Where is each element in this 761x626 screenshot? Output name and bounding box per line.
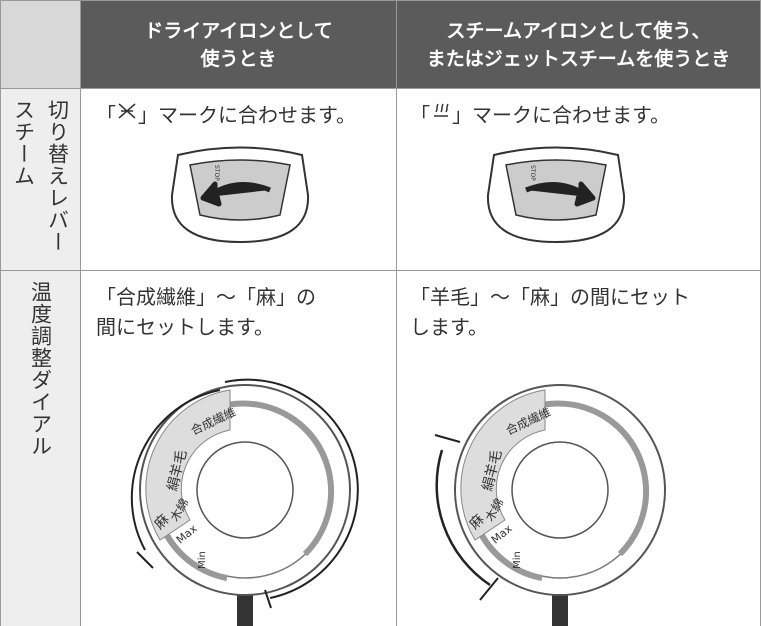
header-line: 使うとき: [200, 47, 277, 70]
text: 「合成繊維」〜「麻」の: [96, 285, 316, 309]
row-label: スチーム 切り替えレバー: [0, 88, 81, 271]
dial-label: 羊毛: [168, 448, 191, 479]
text: 「: [410, 103, 430, 127]
header-line: スチームアイロンとして使う、: [446, 19, 711, 42]
knob-stem: [237, 590, 253, 626]
row-label-line: 温度調整ダイアル: [28, 281, 53, 457]
instruction: 「羊毛」〜「麻」の間にセット します。: [410, 282, 690, 342]
dry-icon: [118, 103, 136, 119]
dial-label: 絹: [480, 475, 499, 493]
header-cell: ドライアイロンとして 使うとき: [80, 0, 397, 89]
range-mark: [434, 434, 461, 443]
text: 「羊毛」〜「麻」の間にセット: [410, 285, 690, 309]
text: 」マークに合わせます。: [138, 103, 356, 127]
instruction: 「」マークに合わせます。: [410, 100, 670, 130]
text: 「: [96, 103, 116, 127]
dial-label: 羊毛: [483, 448, 506, 479]
row-label-line: スチーム: [11, 99, 36, 187]
range-mark: [264, 589, 272, 609]
dial-inner: [511, 441, 609, 539]
dial-label: Min: [197, 551, 208, 569]
row-label-line: 切り替えレバー: [45, 99, 70, 253]
dial-label: Min: [512, 551, 523, 569]
dial-scale: [145, 389, 231, 541]
instruction: 「」マークに合わせます。: [96, 100, 356, 130]
header-cell: スチームアイロンとして使う、 またはジェットスチームを使うとき: [396, 0, 761, 89]
dial-label: 絹: [165, 475, 184, 493]
row-label: 温度調整ダイアル: [0, 270, 81, 626]
arrow: [200, 181, 271, 207]
dial-scale: [460, 389, 546, 541]
lever-stop: STOP: [529, 165, 536, 181]
text: 間にセットします。: [96, 315, 274, 339]
text: 」マークに合わせます。: [452, 103, 670, 127]
range-arrow: [435, 449, 491, 587]
corner-cell: [0, 0, 81, 89]
range-mark: [479, 577, 499, 601]
text: します。: [410, 315, 488, 339]
dial-inner: [196, 441, 294, 539]
arrow: [525, 181, 596, 207]
header-line: ドライアイロンとして: [144, 19, 333, 42]
range-arrow: [130, 389, 221, 551]
header-line: またはジェットスチームを使うとき: [426, 47, 731, 70]
lever-stop: STOP: [213, 165, 220, 181]
instruction: 「合成繊維」〜「麻」の 間にセットします。: [96, 282, 316, 342]
range-mark: [136, 551, 154, 569]
steam-icon: [434, 103, 449, 117]
range-arrow: [224, 378, 359, 599]
knob-stem: [552, 590, 568, 626]
